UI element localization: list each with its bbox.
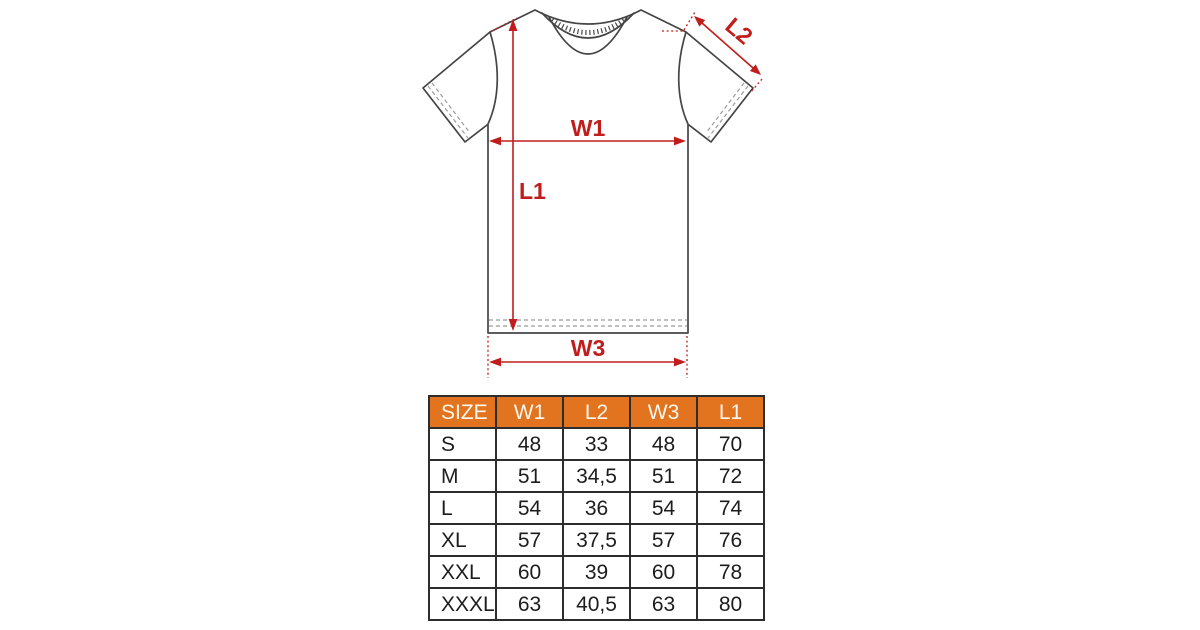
tshirt-torso-outline	[487, 9, 689, 334]
w3-label: W3	[571, 335, 606, 361]
l2-start-dotted-line	[683, 11, 696, 31]
measurement-value-cell: 51	[629, 459, 698, 493]
measurement-value-cell: 57	[495, 523, 564, 557]
right-cuff-stitch-outer	[707, 85, 749, 139]
measurement-value-cell: 78	[696, 555, 765, 589]
size-table-row: XL 57 37,5 57 76	[428, 523, 765, 557]
l1-label: L1	[519, 178, 546, 204]
column-header-w3: W3	[629, 395, 698, 429]
measurement-value-cell: 80	[696, 587, 765, 621]
l2-end-dotted-line	[749, 78, 763, 94]
size-name-cell: XL	[428, 523, 497, 557]
size-name-cell: S	[428, 427, 497, 461]
measurement-value-cell: 48	[629, 427, 698, 461]
size-table-row: L 54 36 54 74	[428, 491, 765, 525]
measurement-value-cell: 33	[562, 427, 631, 461]
w3-arrowhead-left	[489, 357, 501, 367]
stitching-details	[427, 82, 749, 327]
size-table-row: M 51 34,5 51 72	[428, 459, 765, 493]
measurement-value-cell: 39	[562, 555, 631, 589]
measurement-value-cell: 40,5	[562, 587, 631, 621]
size-name-cell: XXXL	[428, 587, 497, 621]
w3-arrowhead-right	[674, 357, 686, 367]
l2-arrowhead-top	[694, 16, 706, 27]
measurement-value-cell: 48	[495, 427, 564, 461]
w1-arrowhead-left	[489, 136, 501, 146]
measurement-value-cell: 51	[495, 459, 564, 493]
measurement-value-cell: 37,5	[562, 523, 631, 557]
measurement-value-cell: 54	[495, 491, 564, 525]
size-name-cell: L	[428, 491, 497, 525]
column-header-size: SIZE	[428, 395, 497, 429]
tshirt-measurement-diagram: W1 L1 L2 W3	[422, 9, 763, 378]
measurement-value-cell: 70	[696, 427, 765, 461]
column-header-w1: W1	[495, 395, 564, 429]
right-cuff-stitch-inner	[705, 82, 745, 134]
tshirt-right-sleeve	[685, 31, 754, 143]
collar-stitch-ticks	[550, 17, 626, 35]
size-table-header-row: SIZE W1 L2 W3 L1	[428, 395, 765, 429]
column-header-l2: L2	[562, 395, 631, 429]
measurement-value-cell: 36	[562, 491, 631, 525]
measurement-value-cell: 34,5	[562, 459, 631, 493]
measurement-value-cell: 54	[629, 491, 698, 525]
measurement-value-cell: 60	[495, 555, 564, 589]
measurement-value-cell: 74	[696, 491, 765, 525]
measurement-value-cell: 60	[629, 555, 698, 589]
size-name-cell: M	[428, 459, 497, 493]
measurement-value-cell: 76	[696, 523, 765, 557]
tshirt-outline-drawing	[422, 9, 754, 334]
l1-extension-dotted-line	[491, 17, 518, 32]
l1-arrowhead-top	[508, 19, 518, 31]
measurement-value-cell: 63	[495, 587, 564, 621]
size-table-row: XXL 60 39 60 78	[428, 555, 765, 589]
size-table-row: XXXL 63 40,5 63 80	[428, 587, 765, 621]
measurement-value-cell: 63	[629, 587, 698, 621]
size-name-cell: XXL	[428, 555, 497, 589]
w1-label: W1	[571, 115, 606, 141]
left-cuff-stitch-inner	[431, 82, 471, 134]
size-table: SIZE W1 L2 W3 L1 S 48 33 48 70 M 51 34,5 51 72 L 54…	[428, 395, 765, 621]
measurement-arrows	[487, 11, 763, 378]
left-cuff-stitch-outer	[427, 85, 469, 139]
l2-arrowhead-bottom	[749, 64, 761, 75]
collar-front-neckline-curve	[548, 16, 628, 55]
measurement-value-cell: 72	[696, 459, 765, 493]
collar-band-bottom-curve	[541, 12, 635, 39]
size-table-body: S 48 33 48 70 M 51 34,5 51 72 L 54 36 54 74 XL 57 37,5 57 7…	[428, 427, 765, 621]
tshirt-left-sleeve	[422, 31, 491, 143]
size-table-head: SIZE W1 L2 W3 L1	[428, 395, 765, 429]
measurement-value-cell: 57	[629, 523, 698, 557]
l2-arrow-line	[701, 22, 754, 69]
size-table-row: S 48 33 48 70	[428, 427, 765, 461]
column-header-l1: L1	[696, 395, 765, 429]
w1-arrowhead-right	[674, 136, 686, 146]
l1-arrowhead-bottom	[508, 319, 518, 331]
